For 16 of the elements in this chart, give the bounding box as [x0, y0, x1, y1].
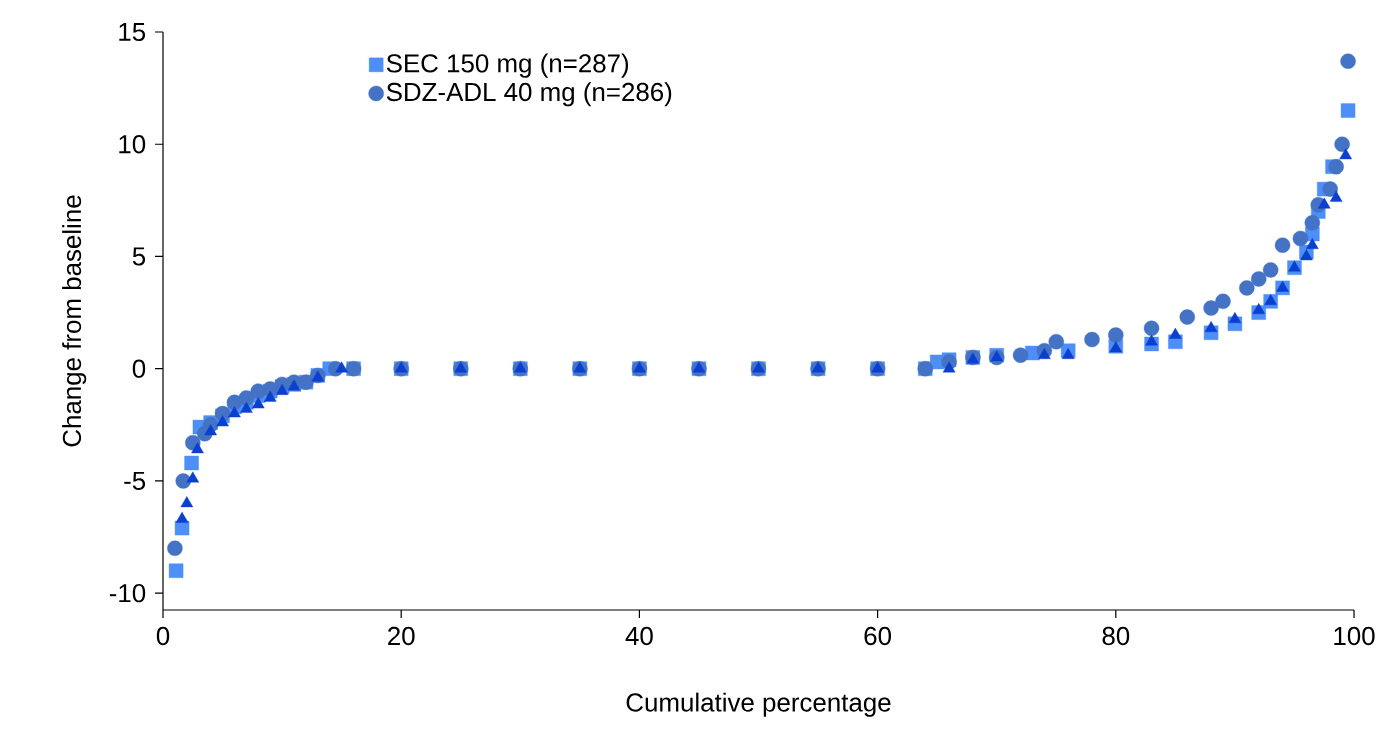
x-axis-title: Cumulative percentage: [626, 692, 891, 717]
y-tick-label: -10: [109, 583, 146, 603]
x-tick-label: 60: [864, 626, 891, 646]
y-tick-label: -5: [124, 471, 146, 490]
legend-label: SEC 150 mg (n=287): [386, 53, 629, 78]
x-tick-label: 0: [156, 626, 170, 646]
y-axis-title: Change from baseline: [62, 195, 87, 447]
y-tick-label: 10: [119, 135, 146, 154]
y-tick-label: 15: [119, 22, 146, 42]
x-tick-label: 20: [388, 626, 415, 646]
x-tick-label: 100: [1334, 626, 1375, 646]
y-tick-label: 0: [132, 359, 146, 378]
legend-label: SDZ-ADL 40 mg (n=286): [386, 82, 672, 107]
x-tick-label: 40: [625, 626, 653, 646]
x-tick-label: 80: [1102, 626, 1130, 646]
y-tick-label: 5: [132, 247, 146, 266]
